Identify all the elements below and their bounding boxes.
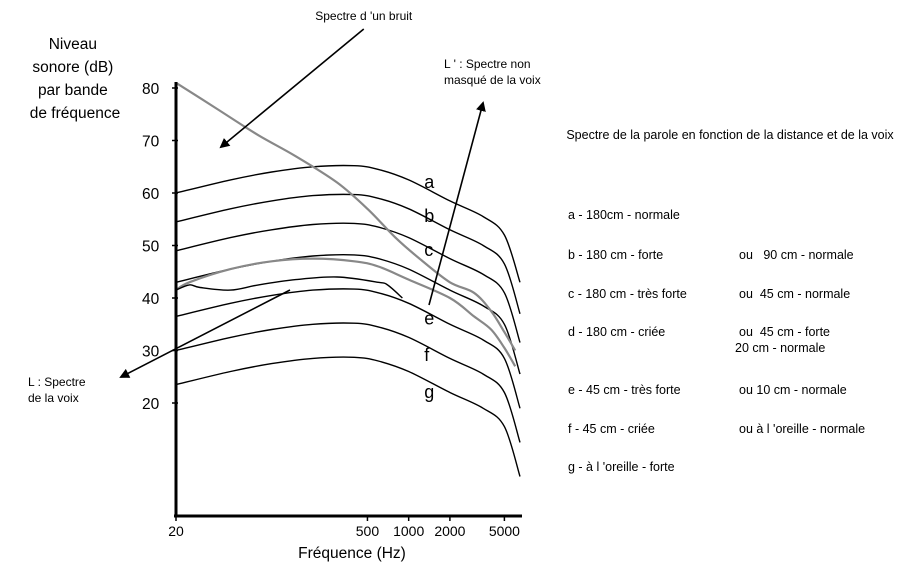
series-line-8	[175, 257, 517, 367]
annotations: Spectre d 'un bruit L ' : Spectre non masq…	[28, 9, 541, 405]
y-axis-label-line4: de fréquence	[30, 105, 121, 122]
curve-label-a: a	[424, 172, 435, 192]
series-line-0	[175, 164, 521, 283]
annotation-voice-line1: L : Spectre	[28, 375, 86, 389]
legend-item-c-text: c - 180 cm - très forte	[568, 287, 687, 301]
curve-label-e: e	[424, 308, 434, 328]
curve-labels: abc efg	[424, 172, 435, 402]
legend-item-d: d - 180 cm - criée ou 45 cm - forte 20 cm …	[568, 324, 830, 355]
annotation-unmasked-label: L ' : Spectre non masqué de la voix	[444, 57, 541, 87]
x-tick-label-4: 5000	[489, 523, 520, 539]
legend-item-f-alt: ou à l 'oreille - normale	[739, 422, 866, 436]
x-tick-label-1: 500	[356, 523, 380, 539]
annotation-voice-label: L : Spectre de la voix	[28, 375, 86, 405]
legend-item-e-alt: ou 10 cm - normale	[739, 383, 847, 397]
legend-item-b-text: b - 180 cm - forte	[568, 248, 664, 262]
legend-item-d-alt: ou 45 cm - forte	[739, 325, 831, 339]
legend-item-b: b - 180 cm - forte ou 90 cm - normale	[568, 247, 854, 263]
curve-label-g: g	[424, 382, 434, 402]
annotation-arrow-unmasked	[428, 101, 486, 306]
series-line-3	[175, 254, 521, 375]
annotation-voice-line2: de la voix	[28, 391, 79, 405]
series-line-9	[175, 276, 403, 299]
series-line-2	[175, 222, 521, 343]
curve-label-f: f	[424, 345, 430, 365]
annotation-unmasked-line1: L ' : Spectre non	[444, 57, 531, 71]
y-tick-label-4: 60	[142, 186, 160, 203]
series-line-6	[175, 356, 521, 477]
y-axis-label-line2: sonore (dB)	[32, 59, 113, 76]
legend-item-a: a - 180cm - normale	[568, 207, 680, 223]
legend-item-e: e - 45 cm - très forte ou 10 cm - normale	[568, 382, 847, 398]
y-tick-label-3: 50	[142, 239, 160, 256]
legend-item-c-alt: ou 45 cm - normale	[739, 287, 851, 301]
curve-label-b: b	[424, 206, 434, 226]
y-tick-label-5: 70	[142, 134, 160, 151]
series-line-4	[175, 288, 521, 409]
series-line-1	[175, 193, 521, 315]
x-ticks: 20 500 1000 2000 5000	[168, 516, 520, 539]
legend-title: Spectre de la parole en fonction de la d…	[566, 128, 894, 142]
curve-label-c: c	[424, 240, 433, 260]
y-tick-label-0: 20	[142, 396, 160, 413]
series-line-7	[175, 81, 517, 352]
legend-item-d-text: d - 180 cm - criée	[568, 325, 666, 339]
annotation-arrow-voice	[119, 289, 291, 378]
legend-item-e-text: e - 45 cm - très forte	[568, 383, 681, 397]
y-tick-label-2: 40	[142, 291, 160, 308]
y-axis-label-line1: Niveau	[49, 36, 97, 53]
legend-item-c: c - 180 cm - très forte ou 45 cm - normal…	[568, 286, 850, 302]
curves-layer	[175, 81, 521, 477]
annotation-noise-label: Spectre d 'un bruit	[315, 9, 413, 23]
x-tick-label-0: 20	[168, 523, 184, 539]
x-tick-label-3: 2000	[434, 523, 465, 539]
legend-item-a-text: a - 180cm - normale	[568, 208, 680, 222]
y-tick-label-1: 30	[142, 344, 160, 361]
y-ticks: 20 30 40 50 60 70 80	[142, 81, 178, 413]
y-axis-label: Niveau sonore (dB) par bande de fréquenc…	[30, 36, 121, 122]
x-tick-label-2: 1000	[393, 523, 424, 539]
legend-item-b-alt: ou 90 cm - normale	[739, 248, 854, 262]
legend-item-d-extra: 20 cm - normale	[735, 341, 826, 355]
legend-item-f: f - 45 cm - criée ou à l 'oreille - norma…	[568, 421, 865, 437]
legend-item-f-text: f - 45 cm - criée	[568, 422, 655, 436]
annotation-arrow-noise	[219, 28, 365, 149]
legend-item-g: g - à l 'oreille - forte	[568, 459, 675, 475]
annotation-unmasked-line2: masqué de la voix	[444, 73, 541, 87]
y-tick-label-6: 80	[142, 81, 160, 98]
series-line-5	[175, 322, 521, 443]
x-axis-label: Fréquence (Hz)	[298, 545, 406, 562]
y-axis-label-line3: par bande	[38, 82, 108, 99]
legend-item-g-text: g - à l 'oreille - forte	[568, 460, 675, 474]
